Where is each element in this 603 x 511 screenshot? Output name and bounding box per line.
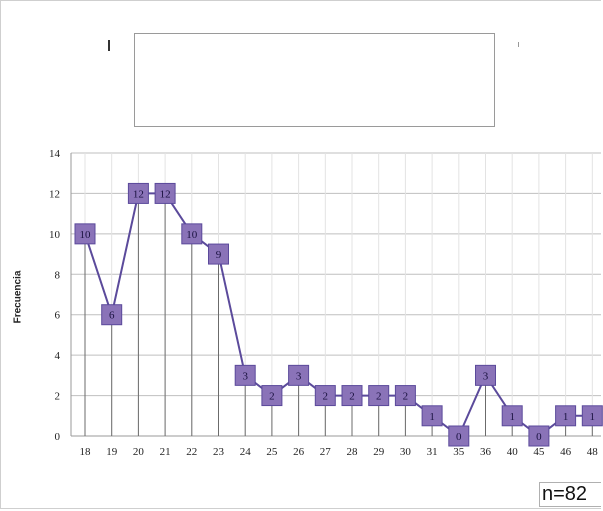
data-label: 1 — [509, 411, 515, 423]
y-axis-label: Frecuencia — [12, 270, 24, 324]
data-point-marker — [555, 405, 577, 427]
sample-size-label: n=82 — [539, 482, 601, 507]
data-point-marker — [261, 385, 283, 407]
x-tick-label: 25 — [266, 446, 278, 458]
x-tick-label: 23 — [213, 446, 225, 458]
y-tick-label: 10 — [49, 229, 61, 241]
x-tick-label: 40 — [507, 446, 519, 458]
stray-mark-right — [518, 42, 519, 47]
data-point-marker — [74, 223, 96, 245]
data-label: 1 — [429, 411, 435, 423]
data-label: 0 — [456, 431, 462, 443]
data-label: 3 — [483, 370, 489, 382]
data-label: 1 — [590, 411, 596, 423]
data-point-marker — [581, 405, 603, 427]
x-tick-label: 26 — [293, 446, 305, 458]
data-label: 1 — [563, 411, 569, 423]
x-tick-label: 48 — [587, 446, 599, 458]
data-point-marker — [501, 405, 523, 427]
x-tick-label: 18 — [80, 446, 92, 458]
x-tick-label: 20 — [133, 446, 145, 458]
data-label: 0 — [536, 431, 542, 443]
x-tick-label: 28 — [347, 446, 359, 458]
x-tick-label: 22 — [186, 446, 197, 458]
y-tick-label: 14 — [49, 148, 61, 160]
x-tick-label: 24 — [240, 446, 252, 458]
data-point-marker — [288, 364, 310, 386]
y-tick-label: 6 — [55, 310, 61, 322]
data-label: 12 — [133, 188, 144, 200]
y-tick-label: 2 — [55, 391, 61, 403]
data-point-marker — [127, 182, 149, 204]
empty-title-box — [134, 33, 495, 127]
data-point-marker — [421, 405, 443, 427]
y-tick-label: 0 — [55, 431, 61, 443]
x-tick-label: 27 — [320, 446, 332, 458]
data-point-marker — [208, 243, 229, 265]
data-label: 12 — [160, 188, 171, 200]
data-point-marker — [314, 385, 336, 407]
x-tick-label: 19 — [106, 446, 118, 458]
data-point-marker — [475, 364, 496, 386]
data-label: 2 — [403, 391, 409, 403]
data-point-marker — [154, 182, 176, 204]
data-label: 3 — [296, 370, 302, 382]
data-label: 10 — [186, 229, 198, 241]
data-point-marker — [101, 304, 123, 326]
x-tick-label: 46 — [560, 446, 572, 458]
stray-mark-left — [108, 40, 110, 51]
data-label: 2 — [323, 391, 329, 403]
y-tick-label: 12 — [49, 188, 60, 200]
data-label: 3 — [242, 370, 248, 382]
data-label: 9 — [216, 249, 222, 261]
y-tick-label: 8 — [55, 269, 61, 281]
data-point-marker — [341, 385, 363, 407]
x-tick-label: 31 — [427, 446, 438, 458]
data-point-marker — [528, 425, 550, 447]
x-tick-label: 29 — [373, 446, 385, 458]
x-tick-label: 45 — [533, 446, 545, 458]
x-tick-label: 35 — [453, 446, 465, 458]
data-point-marker — [394, 385, 416, 407]
x-tick-label: 36 — [480, 446, 492, 458]
data-label: 2 — [269, 391, 275, 403]
data-point-marker — [448, 425, 470, 447]
data-label: 2 — [376, 391, 382, 403]
y-tick-label: 4 — [55, 350, 61, 362]
data-point-marker — [234, 364, 256, 386]
data-point-marker — [181, 223, 203, 245]
x-tick-label: 30 — [400, 446, 412, 458]
data-label: 2 — [349, 391, 355, 403]
data-label: 10 — [80, 229, 92, 241]
data-label: 6 — [109, 310, 115, 322]
x-tick-label: 21 — [160, 446, 171, 458]
data-point-marker — [368, 385, 390, 407]
